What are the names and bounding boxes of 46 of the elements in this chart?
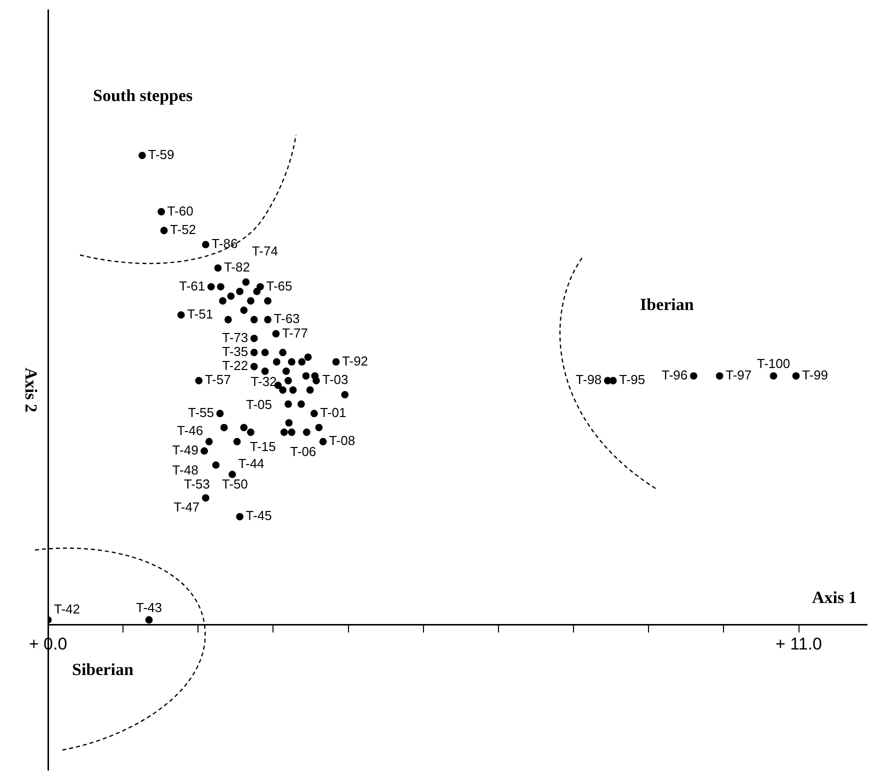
annotation: T-92 [342,353,368,368]
annotation: T-43 [136,600,162,615]
x-tick-label: + 11.0 [776,634,822,654]
annotation: T-65 [266,278,292,294]
annotation: T-47 [174,499,200,514]
annotation: T-95 [619,372,646,388]
annotation: T-63 [274,311,300,326]
annotation: T-99 [802,368,828,383]
annotation: T-35 [222,344,248,360]
annotation: T-08 [329,433,356,448]
annotation: T-50 [222,476,248,492]
annotation: T-48 [172,462,198,478]
annotation: T-51 [187,306,214,322]
annotation: T-53 [184,476,210,492]
text: South steppes [93,86,193,106]
annotation: T-98 [576,372,602,388]
annotation: T-49 [172,442,198,458]
annotation: T-61 [179,278,206,294]
annotation: T-22 [222,358,248,374]
annotation: Iberian [640,295,694,315]
annotation: T-15 [250,439,276,454]
annotation: T-44 [238,456,264,472]
annotation: T-55 [188,405,214,420]
annotation: T-86 [212,236,238,252]
annotation: T-82 [224,260,250,275]
annotation: T-46 [177,423,204,438]
text: Siberian [72,660,134,680]
annotation: T-01 [320,405,346,420]
annotation: T-52 [170,222,196,238]
annotation: T-32 [250,374,277,390]
annotation: T-74 [252,244,278,259]
annotation: T-42 [54,601,80,616]
annotation: T-96 [662,368,688,383]
annotation: T-05 [246,396,272,412]
annotation: T-97 [726,368,752,383]
annotation: T-77 [282,325,308,340]
annotation: T-100 [756,356,790,372]
x-axis-title: Axis 1 [812,588,857,608]
y-axis-title: Axis 2 [21,368,40,412]
annotation: T-60 [167,203,194,218]
annotation: T-73 [222,330,248,345]
annotation: T-57 [204,372,231,388]
annotation: T-03 [322,372,348,388]
annotation: T-59 [148,147,174,162]
annotation: T-06 [290,444,316,459]
annotation: T-45 [246,508,272,524]
